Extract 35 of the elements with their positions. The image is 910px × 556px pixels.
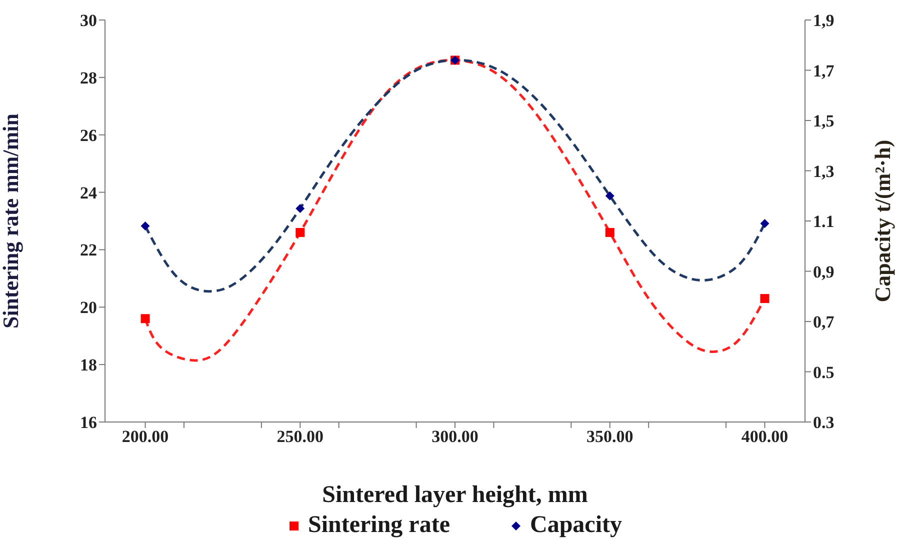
x-tick-label: 350.00 xyxy=(586,427,634,446)
y2-tick-label: 1.1 xyxy=(813,212,834,232)
y2-tick-label: 0.3 xyxy=(813,413,834,432)
legend-label: Sintering rate xyxy=(308,512,450,539)
y-tick-label: 28 xyxy=(80,68,97,88)
x-tick-label: 250.00 xyxy=(276,427,324,446)
x-tick-label: 200.00 xyxy=(122,427,169,446)
y2-tick-label: 0,9 xyxy=(813,262,834,282)
x-tick-label: 300.00 xyxy=(432,427,478,446)
point xyxy=(760,219,770,228)
x-tick-label: 400.00 xyxy=(741,427,788,446)
point xyxy=(140,222,150,231)
y2-tick-label: 0,7 xyxy=(813,312,835,332)
point xyxy=(605,228,614,237)
y-tick-label: 26 xyxy=(80,126,97,145)
y-tick-label: 24 xyxy=(80,183,98,202)
point xyxy=(296,228,305,237)
legend-label: Capacity xyxy=(530,512,622,539)
x-axis-title: Sintered layer height, mm xyxy=(322,482,588,508)
y-tick-label: 30 xyxy=(80,11,97,30)
y-tick-label: 20 xyxy=(80,298,97,318)
y2-tick-label: 1,7 xyxy=(813,61,835,80)
y2-tick-label: 1,3 xyxy=(813,162,834,181)
y-tick-label: 18 xyxy=(80,356,97,375)
y-tick-label: 16 xyxy=(80,413,97,432)
y2-axis-title: Capacity t/(m²·h) xyxy=(870,140,895,302)
y2-tick-label: 1,5 xyxy=(813,112,834,131)
y2-tick-label: 0.5 xyxy=(813,362,834,382)
y2-tick-label: 1,9 xyxy=(813,11,834,30)
point xyxy=(760,294,770,304)
y-tick-label: 22 xyxy=(80,240,97,260)
point xyxy=(296,204,305,213)
y-axis-title: Sintering rate mm/min xyxy=(0,113,23,329)
point xyxy=(605,191,614,200)
point xyxy=(140,314,150,324)
